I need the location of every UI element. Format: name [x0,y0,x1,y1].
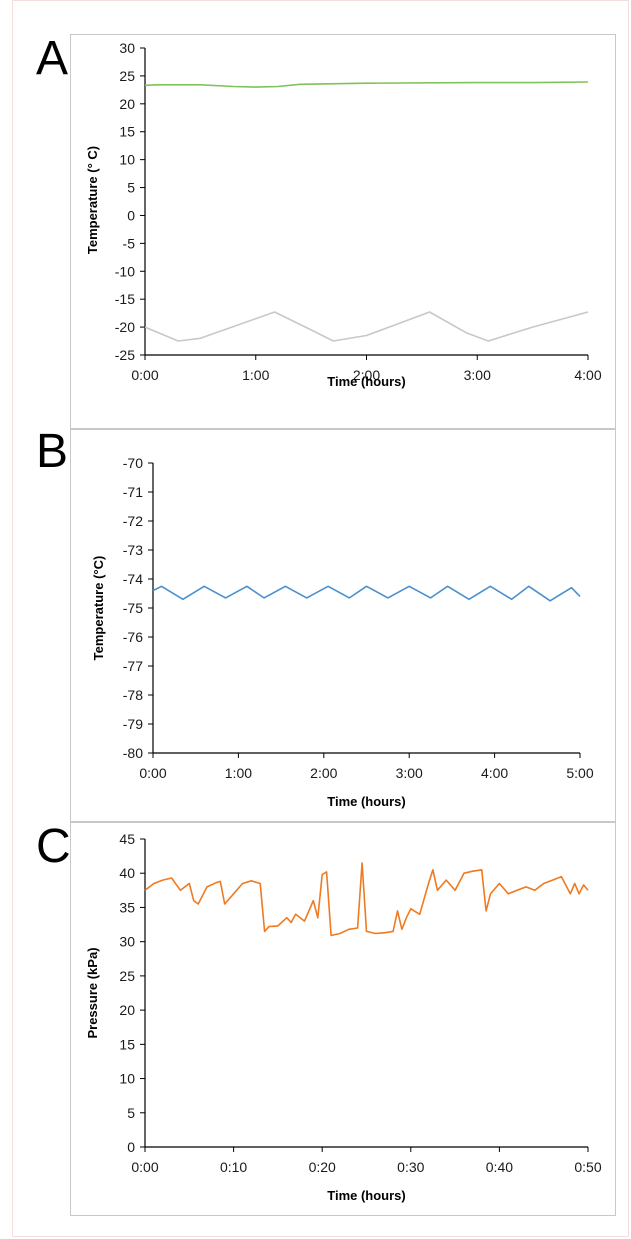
x-tick-label: 3:00 [396,765,423,781]
x-tick-label: 0:00 [139,765,166,781]
panel-label-c: C [36,820,71,873]
figure-frame [12,0,629,1237]
x-tick-label: 1:00 [225,765,252,781]
y-tick-label: -5 [123,235,136,251]
y-tick-label: -78 [123,687,143,703]
y-tick-label: -80 [123,745,143,761]
y-tick-label: -25 [115,347,135,363]
x-tick-label: 0:00 [131,1159,158,1175]
x-tick-label: 4:00 [574,367,601,383]
y-tick-label: 10 [119,152,135,168]
y-tick-label: -15 [115,291,135,307]
y-tick-label: -72 [123,513,143,529]
series-line-1 [152,585,581,602]
y-tick-label: 30 [119,40,135,56]
y-tick-label: 20 [119,96,135,112]
panel-label-a: A [36,32,69,85]
y-tick-label: 25 [119,68,135,84]
y-tick-label: -10 [115,263,135,279]
series-line-1 [144,862,589,937]
y-tick-label: -76 [123,629,143,645]
y-tick-label: -20 [115,319,135,335]
x-tick-label: 0:20 [309,1159,336,1175]
y-tick-label: 20 [119,1002,135,1018]
y-axis-title: Pressure (kPa) [85,947,100,1038]
y-tick-label: 5 [127,180,135,196]
series-line-1 [144,81,589,88]
y-tick-label: -75 [123,600,143,616]
x-tick-label: 0:50 [574,1159,601,1175]
y-tick-label: -71 [123,484,143,500]
y-tick-label: -70 [123,455,143,471]
x-tick-label: 0:00 [131,367,158,383]
x-tick-label: 1:00 [242,367,269,383]
x-tick-label: 3:00 [464,367,491,383]
x-tick-label: 2:00 [353,367,380,383]
y-tick-label: -73 [123,542,143,558]
y-tick-label: -74 [123,571,143,587]
x-tick-label: 0:40 [486,1159,513,1175]
y-axis-title: Temperature (° C) [85,146,100,254]
y-axis-title: Temperature (°C) [91,556,106,661]
x-axis-title: Time (hours) [327,794,406,809]
y-tick-label: 40 [119,865,135,881]
x-tick-label: 5:00 [566,765,593,781]
x-tick-label: 4:00 [481,765,508,781]
panel-label-b: B [36,425,69,478]
y-tick-label: 15 [119,1036,135,1052]
y-tick-label: -79 [123,716,143,732]
y-tick-label: 30 [119,934,135,950]
y-tick-label: 25 [119,968,135,984]
y-tick-label: -77 [123,658,143,674]
x-tick-label: 0:10 [220,1159,247,1175]
y-tick-label: 5 [127,1105,135,1121]
x-tick-label: 0:30 [397,1159,424,1175]
x-axis-title: Time (hours) [327,1188,406,1203]
x-axis-title: Time (hours) [327,374,406,389]
y-tick-label: 35 [119,899,135,915]
panel-a-plot-area-frame [70,34,616,429]
y-tick-label: 15 [119,124,135,140]
y-tick-label: 0 [127,1139,135,1155]
y-tick-label: 10 [119,1071,135,1087]
series-line-2 [144,311,589,342]
y-tick-label: 45 [119,831,135,847]
x-tick-label: 2:00 [310,765,337,781]
y-tick-label: 0 [127,207,135,223]
panel-b-plot-area-frame [70,429,616,822]
